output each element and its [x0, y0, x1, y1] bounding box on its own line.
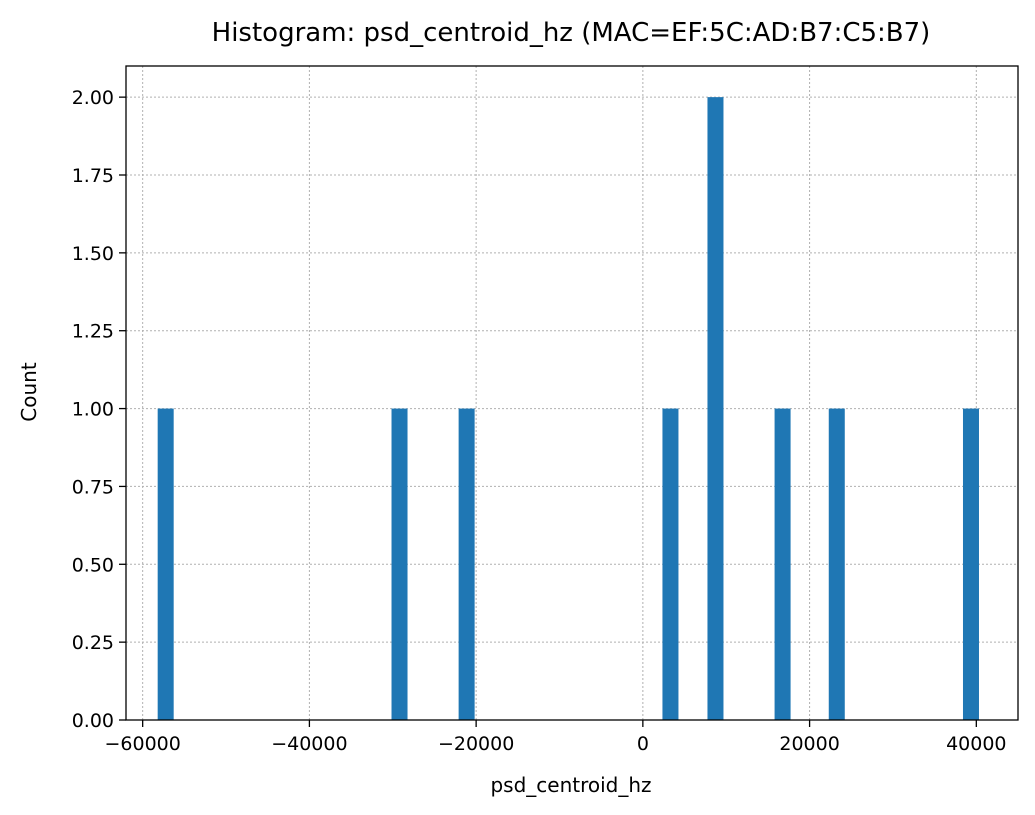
y-tick-label: 0.50: [72, 554, 114, 576]
x-tick-label: −40000: [271, 733, 347, 755]
y-tick-label: 2.00: [72, 87, 114, 109]
bars: [157, 97, 979, 720]
histogram-bar: [391, 408, 408, 720]
x-axis-ticks: −60000 −40000 −20000 0 20000 40000: [104, 720, 1007, 755]
y-tick-label: 0.75: [72, 476, 114, 498]
y-tick-label: 1.50: [72, 243, 114, 265]
y-axis-label: Count: [17, 362, 41, 422]
x-tick-label: 40000: [946, 733, 1006, 755]
x-tick-label: 20000: [779, 733, 839, 755]
histogram-bar: [458, 408, 475, 720]
histogram-bar: [662, 408, 679, 720]
y-tick-label: 1.00: [72, 399, 114, 421]
histogram-bar: [828, 408, 845, 720]
y-tick-label: 1.75: [72, 165, 114, 187]
plot-frame: [125, 65, 1019, 721]
grid: [126, 66, 1018, 721]
y-axis-ticks: 0.00 0.25 0.50 0.75 1.00 1.25 1.50 1.75 2.00: [72, 87, 126, 732]
chart-title: Histogram: psd_centroid_hz (MAC=EF:5C:AD…: [212, 18, 931, 48]
histogram-bar: [774, 408, 791, 720]
x-axis-label: psd_centroid_hz: [490, 773, 651, 797]
y-tick-label: 0.25: [72, 632, 114, 654]
x-tick-label: −60000: [104, 733, 180, 755]
histogram-bar: [707, 97, 724, 720]
histogram-bar: [157, 408, 174, 720]
x-tick-label: −20000: [438, 733, 514, 755]
y-tick-label: 0.00: [72, 710, 114, 732]
histogram-bar: [962, 408, 979, 720]
y-tick-label: 1.25: [72, 321, 114, 343]
x-tick-label: 0: [637, 733, 649, 755]
